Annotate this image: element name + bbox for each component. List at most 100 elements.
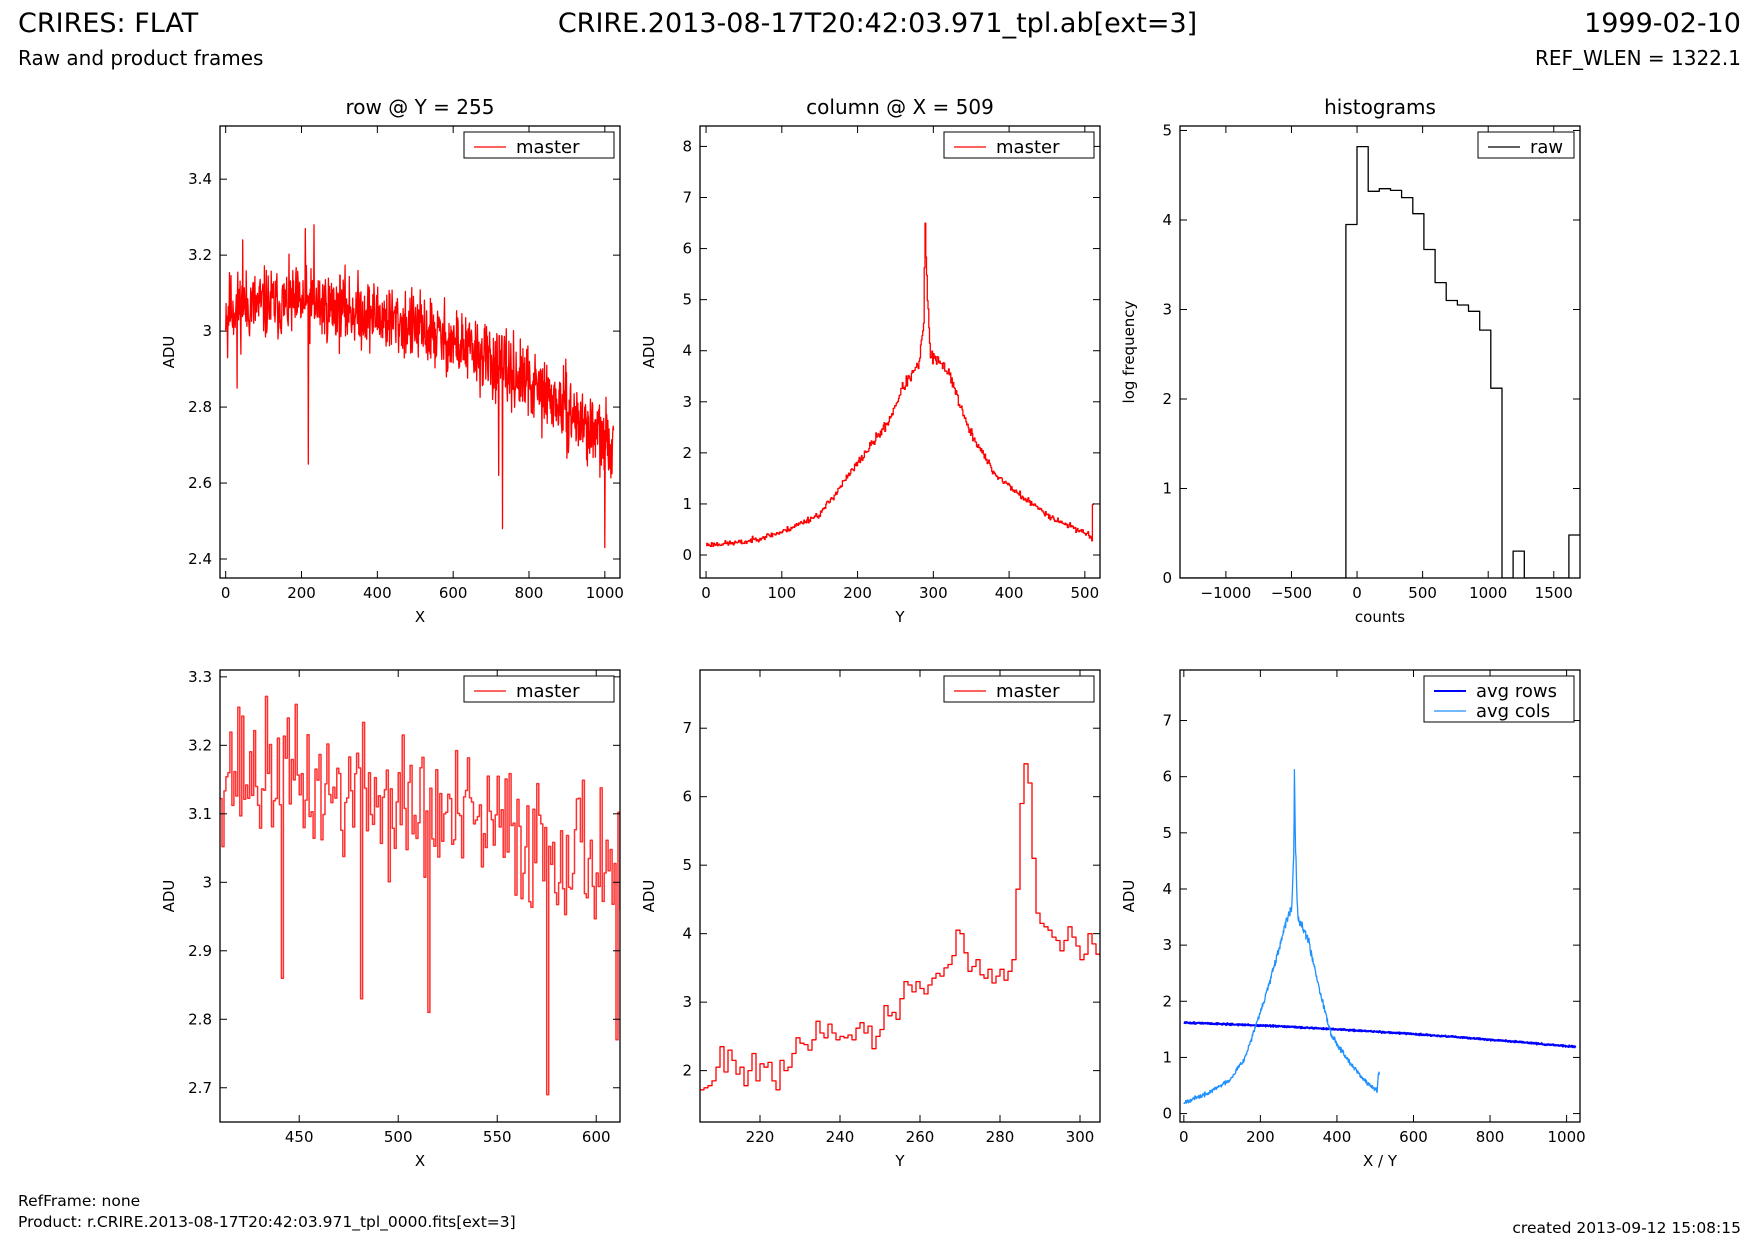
- axes-frame: [219, 125, 621, 579]
- y-tick-label: 0: [1162, 1105, 1172, 1123]
- x-axis-label: X: [415, 1152, 425, 1170]
- y-tick-label: 2.7: [188, 1079, 212, 1097]
- y-axis-label: ADU: [1120, 880, 1138, 913]
- y-tick-label: 3.4: [188, 170, 212, 188]
- y-tick-label: 7: [682, 719, 692, 737]
- y-tick-label: 1: [1162, 479, 1172, 497]
- y-tick-label: 2.8: [188, 398, 212, 416]
- y-tick-label: 3: [682, 993, 692, 1011]
- legend-label: raw: [1530, 137, 1563, 158]
- y-tick-label: 2.4: [188, 550, 212, 568]
- y-tick-label: 1: [1162, 1048, 1172, 1066]
- x-tick-label: 300: [1066, 1128, 1095, 1146]
- x-tick-label: 600: [1399, 1128, 1428, 1146]
- series-line-avg-cols: [1183, 769, 1381, 1105]
- series-line-master: [220, 695, 620, 1096]
- y-tick-label: 3.3: [188, 668, 212, 686]
- legend-label: master: [516, 681, 580, 702]
- series-line-master: [706, 222, 1094, 548]
- y-tick-label: 2: [1162, 390, 1172, 408]
- y-tick-label: 2.9: [188, 942, 212, 960]
- created-timestamp: created 2013-09-12 15:08:15: [1512, 1219, 1741, 1237]
- x-axis-label: Y: [894, 1152, 905, 1170]
- y-tick-label: 0: [1162, 569, 1172, 587]
- x-tick-label: 1000: [1469, 584, 1507, 602]
- x-tick-label: 500: [1071, 584, 1100, 602]
- plot-area: [225, 224, 615, 549]
- x-axis-label: Y: [894, 608, 905, 626]
- x-tick-label: 0: [221, 584, 231, 602]
- x-tick-label: 400: [995, 584, 1024, 602]
- legend-box: [463, 131, 615, 159]
- y-tick-label: 8: [682, 137, 692, 155]
- y-tick-label: 0: [682, 546, 692, 564]
- x-tick-label: 800: [1476, 1128, 1505, 1146]
- chart-p2: 0 100 200 300 400 500 0 1 2 3 4 5 6 7 8 column @ X = 50…: [640, 95, 1101, 626]
- legend-label: master: [516, 137, 580, 158]
- y-tick-label: 3: [202, 322, 212, 340]
- x-tick-label: −500: [1271, 584, 1312, 602]
- chart-title: column @ X = 509: [806, 95, 994, 119]
- x-tick-label: 200: [1246, 1128, 1275, 1146]
- x-axis-label: X / Y: [1363, 1152, 1398, 1170]
- page-subtitle: Raw and product frames: [18, 46, 264, 70]
- y-tick-label: 2: [682, 1062, 692, 1080]
- chart-p4: 450 500 550 600 2.7 2.8 2.9 3 3.1 3.2 3.3 X ADU maste…: [160, 668, 621, 1170]
- x-tick-label: 600: [439, 584, 468, 602]
- axes-frame: [219, 669, 621, 1123]
- y-axis-label: ADU: [640, 336, 658, 369]
- legend-label: avg rows: [1476, 681, 1557, 702]
- axes-frame: [699, 125, 1101, 579]
- chart-title: histograms: [1324, 95, 1436, 119]
- y-tick-label: 6: [682, 240, 692, 258]
- plot-area: [706, 222, 1094, 548]
- y-tick-label: 3.2: [188, 246, 212, 264]
- page-title: CRIRES: FLAT: [18, 8, 199, 39]
- ref-wlen-label: REF_WLEN = 1322.1: [1534, 46, 1741, 70]
- x-tick-label: 300: [919, 584, 948, 602]
- x-axis-label: X: [415, 608, 425, 626]
- y-tick-label: 4: [682, 925, 692, 943]
- x-axis-label: counts: [1355, 608, 1405, 626]
- product-label: Product: r.CRIRE.2013-08-17T20:42:03.971…: [18, 1213, 516, 1231]
- plot-area: [220, 695, 620, 1096]
- y-tick-label: 3: [1162, 936, 1172, 954]
- y-tick-label: 3.2: [188, 736, 212, 754]
- chart-p5: 220 240 260 280 300 2 3 4 5 6 7 Y ADU master: [640, 669, 1101, 1170]
- plot-area: [1183, 769, 1577, 1105]
- axes-frame: [1179, 669, 1581, 1123]
- x-tick-label: 1000: [586, 584, 624, 602]
- legend-box: [943, 131, 1095, 159]
- y-tick-label: 4: [1162, 880, 1172, 898]
- y-tick-label: 7: [1162, 712, 1172, 730]
- y-tick-label: 5: [1162, 824, 1172, 842]
- date-label: 1999-02-10: [1584, 8, 1741, 39]
- y-tick-label: 5: [682, 856, 692, 874]
- legend-box: [1477, 131, 1575, 159]
- x-tick-label: 500: [1408, 584, 1437, 602]
- legend-label: master: [996, 681, 1060, 702]
- y-tick-label: 5: [682, 291, 692, 309]
- x-tick-label: −1000: [1201, 584, 1252, 602]
- y-tick-label: 3: [202, 873, 212, 891]
- series-line-master: [700, 763, 1100, 1091]
- y-tick-label: 3: [1162, 300, 1172, 318]
- legend-label: avg cols: [1476, 701, 1550, 722]
- chart-title: row @ Y = 255: [346, 95, 495, 119]
- chart-p6: 0 200 400 600 800 1000 0 1 2 3 4 5 6 7 X / Y ADU avg row…: [1120, 669, 1586, 1170]
- x-tick-label: 0: [1179, 1128, 1189, 1146]
- y-tick-label: 4: [1162, 211, 1172, 229]
- x-tick-label: 450: [285, 1128, 314, 1146]
- x-tick-label: 1000: [1548, 1128, 1586, 1146]
- x-tick-label: 500: [384, 1128, 413, 1146]
- x-tick-label: 1500: [1535, 584, 1573, 602]
- series-line-avg-rows: [1183, 1021, 1577, 1049]
- ref-frame-label: RefFrame: none: [18, 1192, 141, 1210]
- x-tick-label: 800: [515, 584, 544, 602]
- x-tick-label: 220: [746, 1128, 775, 1146]
- x-tick-label: 200: [843, 584, 872, 602]
- chart-p3: −1000 −500 0 500 1000 1500 0 1 2 3 4 5 histograms cou…: [1120, 95, 1581, 626]
- series-line-master: [225, 224, 615, 549]
- y-tick-label: 2: [682, 444, 692, 462]
- legend-box: [1423, 675, 1575, 723]
